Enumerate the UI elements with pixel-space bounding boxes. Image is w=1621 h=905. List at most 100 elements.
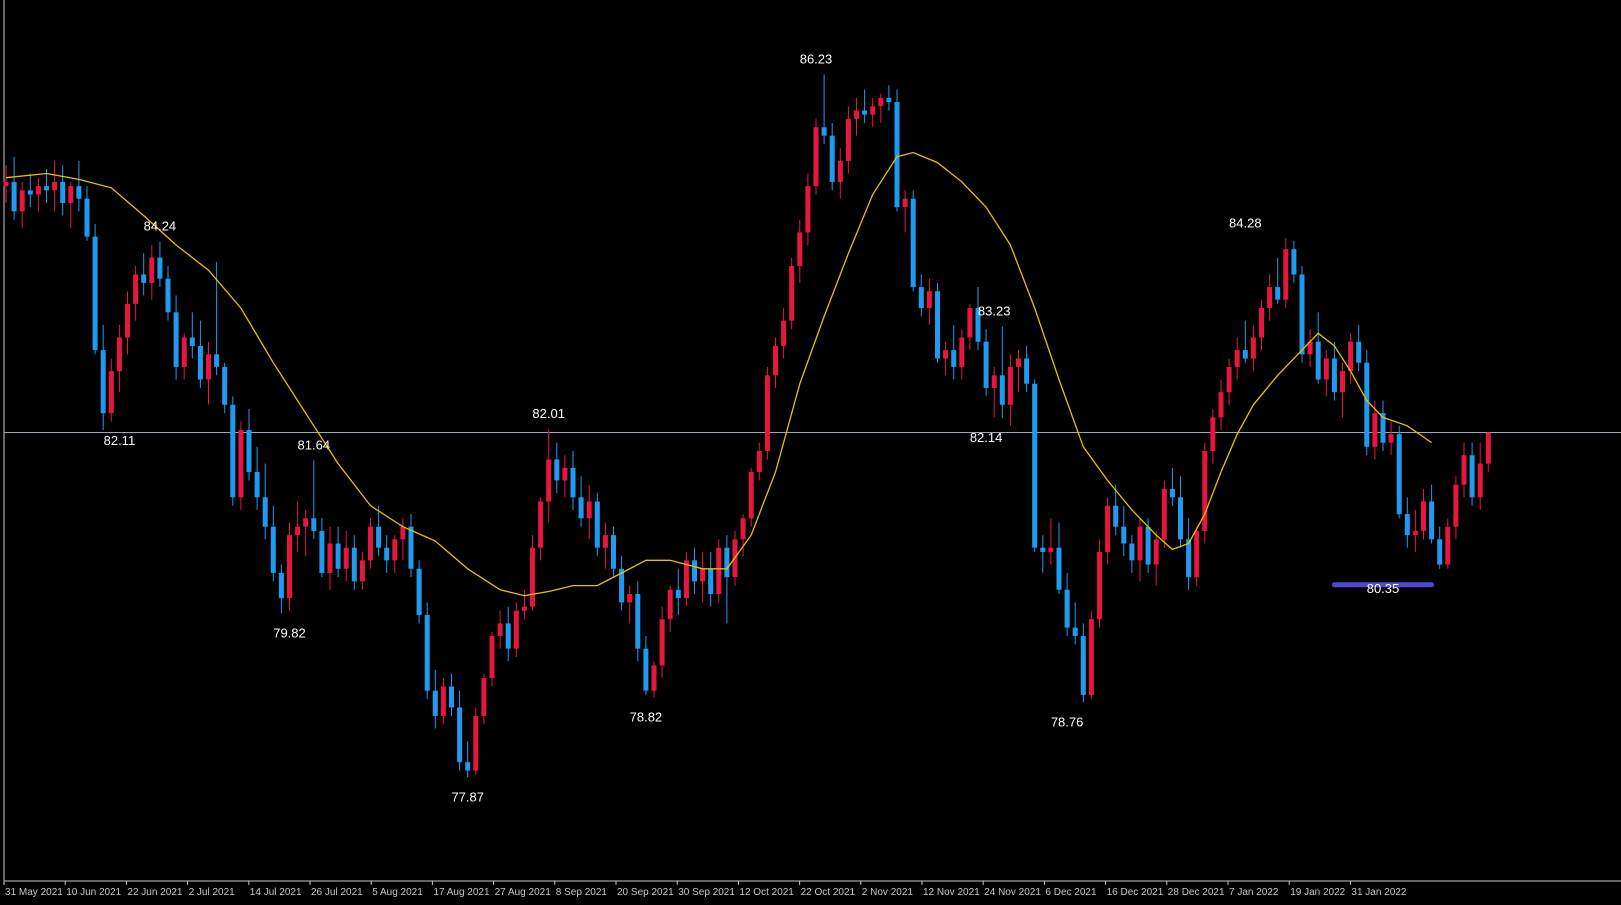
candle-body xyxy=(870,106,876,115)
candle-body xyxy=(918,287,924,309)
candle-body xyxy=(335,543,341,569)
candle-body xyxy=(983,341,989,388)
candle-body xyxy=(1194,530,1200,578)
x-tick-label: 27 Aug 2021 xyxy=(495,887,552,898)
candle-body xyxy=(222,366,228,405)
candle-body xyxy=(246,430,252,473)
candle-body xyxy=(959,337,965,367)
x-tick-label: 7 Jan 2022 xyxy=(1229,887,1279,898)
candle-body xyxy=(570,467,576,498)
x-tick-label: 16 Dec 2021 xyxy=(1107,887,1164,898)
candle-body xyxy=(1202,451,1208,531)
candle-body xyxy=(594,501,600,548)
x-tick-label: 31 Jan 2022 xyxy=(1351,887,1406,898)
candle-body xyxy=(1372,413,1378,447)
candle-body xyxy=(1364,362,1370,447)
candle-body xyxy=(1453,484,1459,527)
candle-body xyxy=(562,467,568,481)
price-annotation: 78.76 xyxy=(1051,714,1084,729)
candle-body xyxy=(1469,455,1475,498)
x-tick-label: 31 May 2021 xyxy=(5,887,63,898)
candle-body xyxy=(1242,350,1248,359)
candle-body xyxy=(295,526,301,536)
candle-body xyxy=(1267,287,1273,309)
candle-body xyxy=(11,181,17,212)
candle-body xyxy=(586,501,592,519)
candle-body xyxy=(667,589,673,620)
candle-body xyxy=(1259,308,1264,338)
candle-body xyxy=(1396,434,1402,515)
candle-body xyxy=(700,568,706,582)
candle-body xyxy=(1388,434,1394,443)
candle-body xyxy=(1429,501,1435,540)
candle-body xyxy=(327,543,333,573)
candle-body xyxy=(457,707,463,763)
candle-body xyxy=(189,337,195,346)
candle-body xyxy=(473,715,479,771)
candle-body xyxy=(52,181,58,191)
candle-body xyxy=(1186,539,1192,578)
candle-body xyxy=(392,539,398,561)
candle-body xyxy=(740,518,746,540)
x-tick-label: 8 Sep 2021 xyxy=(556,887,608,898)
candle-body xyxy=(1445,526,1451,565)
candle-body xyxy=(3,181,9,187)
candle-body xyxy=(230,404,236,498)
candle-body xyxy=(432,690,438,716)
candle-body xyxy=(554,459,560,481)
candle-body xyxy=(1178,497,1183,540)
candle-body xyxy=(35,186,41,195)
candle-body xyxy=(886,97,892,103)
candle-body xyxy=(1461,455,1467,485)
candle-body xyxy=(513,610,519,649)
candle-body xyxy=(1315,341,1321,380)
candle-body xyxy=(926,291,932,309)
candle-body xyxy=(578,497,584,519)
candle-body xyxy=(635,593,641,649)
candle-body xyxy=(1137,526,1143,561)
candle-body xyxy=(805,186,811,233)
candle-body xyxy=(1437,539,1443,565)
price-annotation: 82.11 xyxy=(104,433,136,448)
candle-body xyxy=(1072,627,1078,637)
candle-body xyxy=(530,547,535,607)
candle-body xyxy=(756,451,762,473)
candle-body xyxy=(1210,417,1216,452)
candle-body xyxy=(319,530,325,573)
candle-body xyxy=(764,375,770,452)
candle-body xyxy=(1105,505,1111,552)
candle-body xyxy=(1404,514,1410,536)
candle-body xyxy=(303,518,309,527)
candle-body xyxy=(748,472,754,519)
candle-body xyxy=(991,375,997,388)
price-annotation: 83.23 xyxy=(978,304,1011,319)
candle-body xyxy=(351,547,357,582)
candle-body xyxy=(1016,358,1021,367)
candle-body xyxy=(416,568,422,615)
candle-body xyxy=(1161,488,1167,540)
candle-body xyxy=(489,636,495,679)
candle-body xyxy=(1129,543,1135,561)
candle-body xyxy=(546,459,552,502)
candle-body xyxy=(1153,539,1159,565)
candle-body xyxy=(1080,636,1086,695)
x-tick-label: 14 Jul 2021 xyxy=(250,887,302,898)
candle-body xyxy=(789,266,795,321)
candle-body xyxy=(910,198,916,288)
candle-body xyxy=(854,110,859,119)
price-annotation: 79.82 xyxy=(273,625,306,640)
x-tick-label: 22 Jun 2021 xyxy=(127,887,182,898)
candle-body xyxy=(116,337,122,372)
candle-body xyxy=(238,430,244,498)
price-annotation: 84.28 xyxy=(1229,215,1262,230)
x-tick-label: 17 Aug 2021 xyxy=(433,887,490,898)
candle-body xyxy=(943,350,949,359)
candle-body xyxy=(376,526,382,548)
candle-body xyxy=(878,97,884,107)
candle-body xyxy=(716,547,722,594)
candle-body xyxy=(1356,341,1362,363)
candle-body xyxy=(538,501,544,548)
x-tick-label: 12 Nov 2021 xyxy=(923,887,980,898)
x-tick-label: 19 Jan 2022 xyxy=(1290,887,1345,898)
